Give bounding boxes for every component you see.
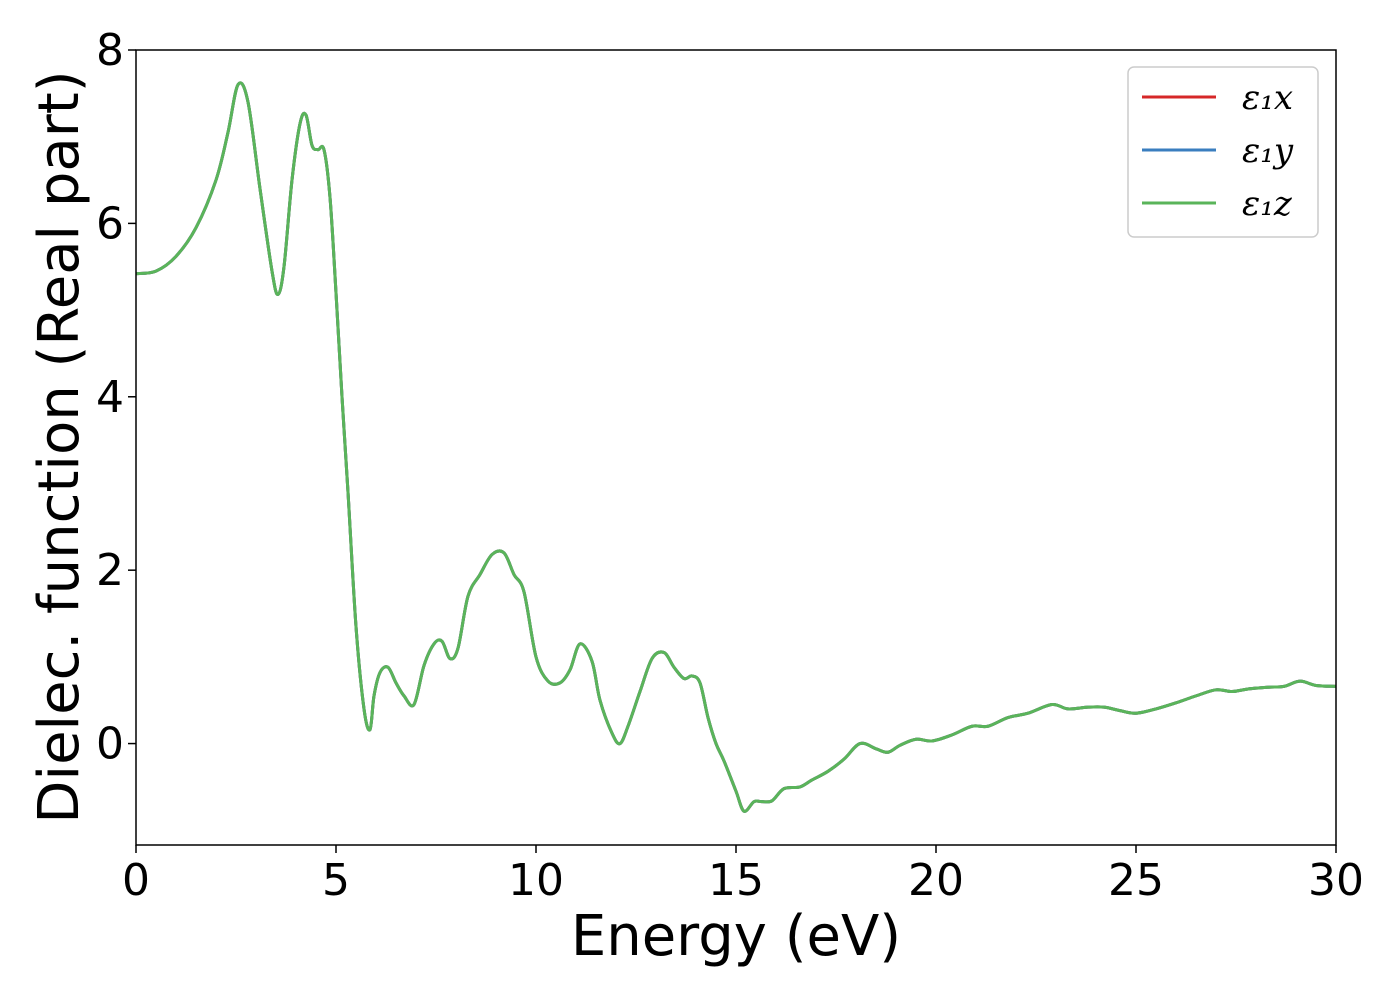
- x-tick-label: 0: [122, 855, 150, 906]
- y-tick-label: 6: [96, 198, 124, 249]
- legend-label: ε₁x: [1242, 78, 1293, 118]
- y-tick-label: 8: [96, 25, 124, 76]
- x-tick-label: 20: [908, 855, 964, 906]
- x-tick-label: 10: [508, 855, 564, 906]
- y-axis: 0 2 4 6 8: [96, 25, 136, 770]
- x-axis-label: Energy (eV): [571, 904, 901, 969]
- x-tick-label: 15: [708, 855, 764, 906]
- x-tick-label: 30: [1308, 855, 1364, 906]
- legend-label: ε₁z: [1242, 184, 1293, 224]
- series-lines: [135, 81, 1337, 813]
- y-tick-label: 4: [96, 372, 124, 423]
- series-line-2: [135, 81, 1337, 813]
- y-tick-label: 0: [96, 719, 124, 770]
- x-tick-label: 25: [1108, 855, 1164, 906]
- legend-label: ε₁y: [1242, 131, 1294, 171]
- legend-box: [1127, 66, 1319, 238]
- y-tick-label: 2: [96, 545, 124, 596]
- x-axis: 0 5 10 15 20 25 30: [122, 845, 1364, 906]
- y-axis-label: Dielec. function (Real part): [27, 70, 92, 823]
- legend: ε₁x ε₁y ε₁z: [1127, 66, 1319, 238]
- x-tick-label: 5: [322, 855, 350, 906]
